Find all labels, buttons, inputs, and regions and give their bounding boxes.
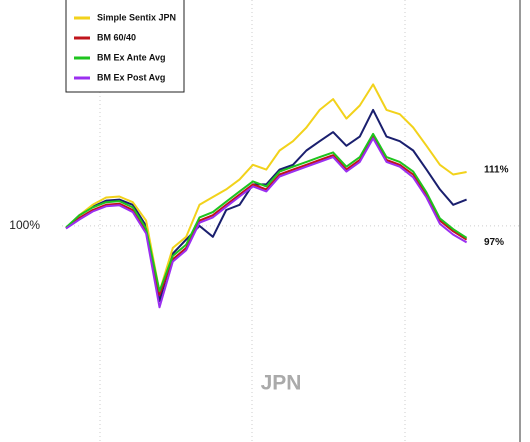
series-line	[65, 137, 468, 309]
legend: Simple Sentix JPN BM 60/40 BM Ex Ante Avg B…	[65, 0, 185, 93]
end-label: 97%	[484, 237, 504, 248]
legend-label: BM Ex Ante Avg	[97, 52, 166, 62]
series-line	[65, 83, 467, 293]
legend-label: BM Ex Post Avg	[97, 72, 165, 82]
series-line	[65, 135, 468, 296]
y-tick-label: 100%	[9, 218, 40, 232]
end-label: 111%	[484, 164, 509, 175]
vertical-grid	[99, 0, 406, 442]
legend-label: BM 60/40	[97, 32, 136, 42]
watermark: JPN	[261, 372, 302, 395]
series-line	[65, 108, 467, 303]
legend-label: Simple Sentix JPN	[97, 12, 176, 22]
series-line	[65, 132, 468, 293]
